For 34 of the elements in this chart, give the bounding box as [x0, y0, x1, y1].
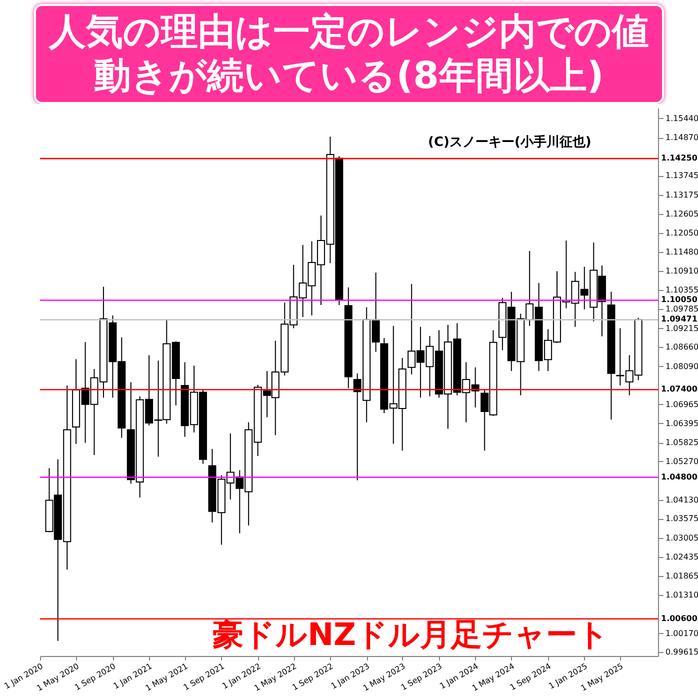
y-tick-label: 1.03575	[666, 514, 698, 524]
y-tick-label: 1.10910	[666, 266, 698, 276]
y-tick-label: 1.06395	[666, 418, 698, 428]
y-tick-label: 1.09215	[666, 324, 698, 333]
y-tick-label: 1.13175	[666, 190, 698, 200]
y-tick-label: 1.13745	[666, 171, 698, 180]
y-tick-label: 1.08660	[666, 342, 698, 352]
y-tick-label: 1.08090	[666, 362, 698, 371]
y-tick-label: 1.05825	[666, 438, 698, 448]
chart-title: 人気の理由は一定のレンジ内での値動きが続いている(8年間以上)	[49, 10, 649, 98]
y-tick-label: 1.04130	[666, 495, 698, 504]
y-tick-label: 1.12050	[666, 228, 698, 238]
y-tick-label: 1.01310	[666, 590, 698, 600]
ref-line-label: 1.14250	[661, 154, 698, 163]
ref-line-label: 1.09471	[661, 314, 698, 324]
y-tick-label: 1.03005	[666, 533, 698, 542]
ref-line-label: 1.00600	[661, 614, 698, 623]
annotation: 豪ドルNZドル月足チャート	[212, 617, 610, 653]
y-tick-label: 1.06965	[666, 400, 698, 409]
y-tick-label: 1.14870	[666, 133, 698, 142]
y-tick-label: 1.11480	[666, 248, 698, 256]
ref-line-label: 1.04800	[661, 472, 698, 482]
ref-line-label: 1.07400	[661, 384, 698, 394]
y-tick-label: 1.00170	[666, 628, 698, 638]
y-tick-label: 0.99615	[666, 648, 698, 657]
annotation: (C)スノーキー(小手川征也)	[428, 134, 592, 150]
y-tick-label: 1.02435	[666, 552, 698, 562]
ref-line-label: 1.10050	[661, 295, 698, 304]
y-tick-label: 1.05270	[666, 456, 698, 466]
y-tick-label: 1.09785	[666, 304, 698, 314]
y-tick-label: 1.01865	[666, 572, 698, 581]
y-tick-label: 1.15440	[666, 114, 698, 123]
y-tick-label: 1.12605	[666, 210, 698, 219]
y-tick-label: 1.10355	[666, 285, 698, 294]
